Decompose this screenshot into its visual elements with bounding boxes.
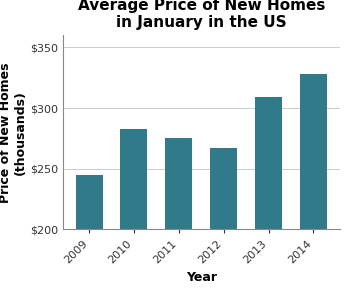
Bar (76, 175, 103, 294)
Y-axis label: Price of New Homes
(thousands): Price of New Homes (thousands) (0, 62, 27, 203)
X-axis label: Year: Year (186, 271, 217, 284)
Bar (120, 129, 147, 294)
Bar (255, 97, 282, 294)
Bar (300, 74, 327, 294)
Bar (210, 148, 237, 294)
Title: Average Price of New Homes
in January in the US: Average Price of New Homes in January in… (78, 0, 325, 30)
Bar (165, 138, 192, 294)
